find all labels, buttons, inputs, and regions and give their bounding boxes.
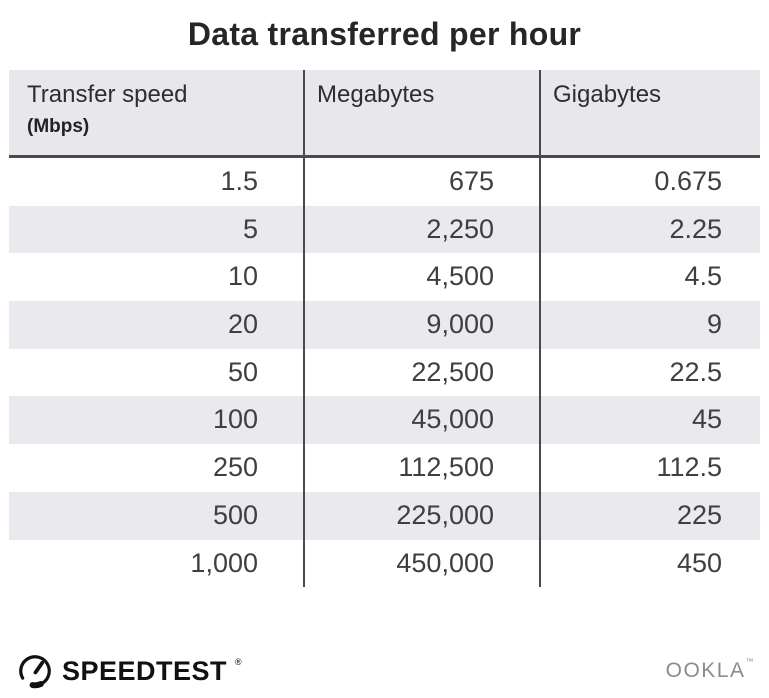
speedtest-logo: SPEEDTEST ®	[16, 652, 242, 690]
cell-megabytes: 4,500	[303, 253, 539, 302]
cell-speed: 10	[227, 261, 258, 292]
cell-speed: 500	[212, 499, 258, 530]
cell-gigabytes: 112.5	[539, 444, 760, 492]
cell-speed: 1,000	[190, 547, 258, 578]
table-row: 100 45,000 45	[9, 396, 760, 445]
cell-megabytes: 450,000	[303, 539, 539, 588]
cell-gigabytes: 2.25	[539, 205, 760, 254]
cell-speed: 20	[227, 309, 258, 340]
cell-speed: 50	[227, 356, 258, 387]
table-row: 5 2,250 2.25	[9, 205, 760, 254]
table-row: 250 112,500 112.5	[9, 444, 760, 492]
table-header-row: Transfer speed (Mbps) Megabytes Gigabyte…	[9, 70, 760, 158]
cell-speed: 100	[212, 404, 258, 435]
registered-mark: ®	[235, 657, 242, 667]
cell-megabytes: 45,000	[303, 396, 539, 445]
speedtest-wordmark: SPEEDTEST	[62, 655, 228, 686]
trademark-mark: ™	[745, 657, 755, 666]
cell-gigabytes: 22.5	[539, 348, 760, 397]
cell-megabytes: 675	[303, 158, 539, 206]
data-table: Transfer speed (Mbps) Megabytes Gigabyte…	[9, 70, 760, 588]
speedtest-gauge-icon	[19, 655, 51, 689]
cell-gigabytes: 4.5	[539, 253, 760, 302]
ookla-wordmark: OOKLA	[665, 659, 746, 682]
col-header-label: Transfer speed	[27, 81, 188, 108]
cell-megabytes: 2,250	[303, 205, 539, 254]
cell-gigabytes: 225	[539, 491, 760, 540]
cell-speed: 1.5	[220, 166, 258, 196]
cell-gigabytes: 0.675	[539, 158, 760, 206]
table-row: 20 9,000 9	[9, 301, 760, 349]
cell-megabytes: 225,000	[303, 491, 539, 540]
table-row: 10 4,500 4.5	[9, 253, 760, 302]
table-row: 500 225,000 225	[9, 491, 760, 540]
col-header-transfer-speed: Transfer speed (Mbps)	[9, 70, 303, 155]
col-header-gigabytes: Gigabytes	[539, 70, 760, 155]
cell-gigabytes: 45	[539, 396, 760, 445]
cell-megabytes: 22,500	[303, 348, 539, 397]
cell-gigabytes: 450	[539, 539, 760, 588]
table-row: 1.5 675 0.675	[9, 158, 760, 206]
page-title: Data transferred per hour	[187, 16, 582, 52]
cell-speed: 250	[212, 452, 258, 483]
cell-gigabytes: 9	[539, 301, 760, 349]
footer: SPEEDTEST ® OOKLA ™	[16, 648, 755, 694]
cell-speed: 5	[242, 213, 258, 244]
cell-megabytes: 9,000	[303, 301, 539, 349]
table-row: 1,000 450,000 450	[9, 539, 760, 588]
col-header-unit: (Mbps)	[27, 116, 90, 137]
cell-megabytes: 112,500	[303, 444, 539, 492]
col-header-megabytes: Megabytes	[303, 70, 539, 155]
ookla-logo: OOKLA ™	[665, 657, 755, 683]
table-row: 50 22,500 22.5	[9, 348, 760, 397]
